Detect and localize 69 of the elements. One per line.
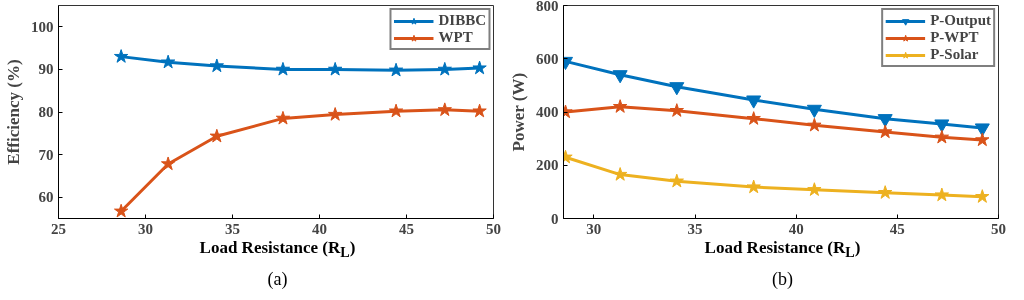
y-tick-label: 100 <box>31 18 54 35</box>
point <box>934 129 950 144</box>
x-tick-label: 30 <box>138 220 153 237</box>
text: (a) <box>267 267 288 291</box>
point <box>878 124 893 139</box>
point <box>975 189 990 203</box>
x-tick-label: 40 <box>312 220 327 237</box>
y-tick-label: 70 <box>38 146 54 163</box>
point <box>113 203 129 218</box>
point <box>472 60 487 75</box>
x-tick-label: 40 <box>788 220 804 237</box>
point <box>275 110 291 125</box>
legend-label: P-WPT <box>930 29 979 46</box>
point <box>160 54 176 69</box>
x-tick-label: 45 <box>889 220 905 237</box>
point <box>975 132 990 147</box>
point <box>209 128 224 143</box>
point <box>807 182 822 196</box>
point <box>612 70 628 84</box>
point <box>612 167 628 181</box>
y-axis-title: Power (W) <box>509 72 528 152</box>
point <box>275 61 291 76</box>
x-tick-label: 50 <box>486 220 501 237</box>
point <box>746 95 762 109</box>
y-tick-label: 600 <box>536 50 559 67</box>
y-tick-label: 400 <box>536 104 559 120</box>
point <box>328 107 343 121</box>
point <box>878 185 893 199</box>
point <box>209 58 224 73</box>
point <box>437 102 452 117</box>
point <box>113 49 129 63</box>
point <box>934 187 950 202</box>
point <box>806 104 822 118</box>
point <box>328 61 343 76</box>
point <box>669 173 684 188</box>
point <box>974 123 990 137</box>
y-tick-label: 90 <box>38 61 54 78</box>
point <box>437 61 452 76</box>
y-tick-label: 60 <box>38 189 54 206</box>
point <box>612 99 628 113</box>
x-tick-label: 30 <box>586 220 602 237</box>
point <box>388 62 404 77</box>
y-tick-label: 800 <box>536 0 559 14</box>
legend-label: P-Output <box>930 12 991 29</box>
point <box>669 82 685 96</box>
text: (b) <box>772 267 793 291</box>
x-tick-label: 35 <box>687 220 703 237</box>
y-tick-label: 200 <box>536 157 559 174</box>
x-tick-label: 45 <box>399 220 414 237</box>
y-axis-title: Efficiency (%) <box>4 59 23 165</box>
y-tick-label: 80 <box>38 104 54 120</box>
legend-label: WPT <box>438 29 473 46</box>
point <box>160 156 176 171</box>
point <box>669 103 684 117</box>
legend-label: DIBBC <box>438 12 486 29</box>
x-tick-label: 50 <box>991 220 1006 237</box>
point <box>807 117 822 132</box>
point <box>472 103 487 118</box>
y-tick-label: 0 <box>551 210 559 227</box>
point <box>746 111 761 125</box>
point <box>746 179 761 194</box>
point <box>388 103 404 118</box>
point <box>934 119 950 133</box>
x-tick-label: 25 <box>51 220 66 237</box>
legend-label: P-Solar <box>930 46 979 63</box>
x-axis-title: Load Resistance (R$_{L}$) <box>704 237 861 263</box>
point <box>877 114 893 128</box>
x-tick-label: 35 <box>225 220 240 237</box>
x-axis-title: Load Resistance (R$_{L}$) <box>199 237 356 263</box>
